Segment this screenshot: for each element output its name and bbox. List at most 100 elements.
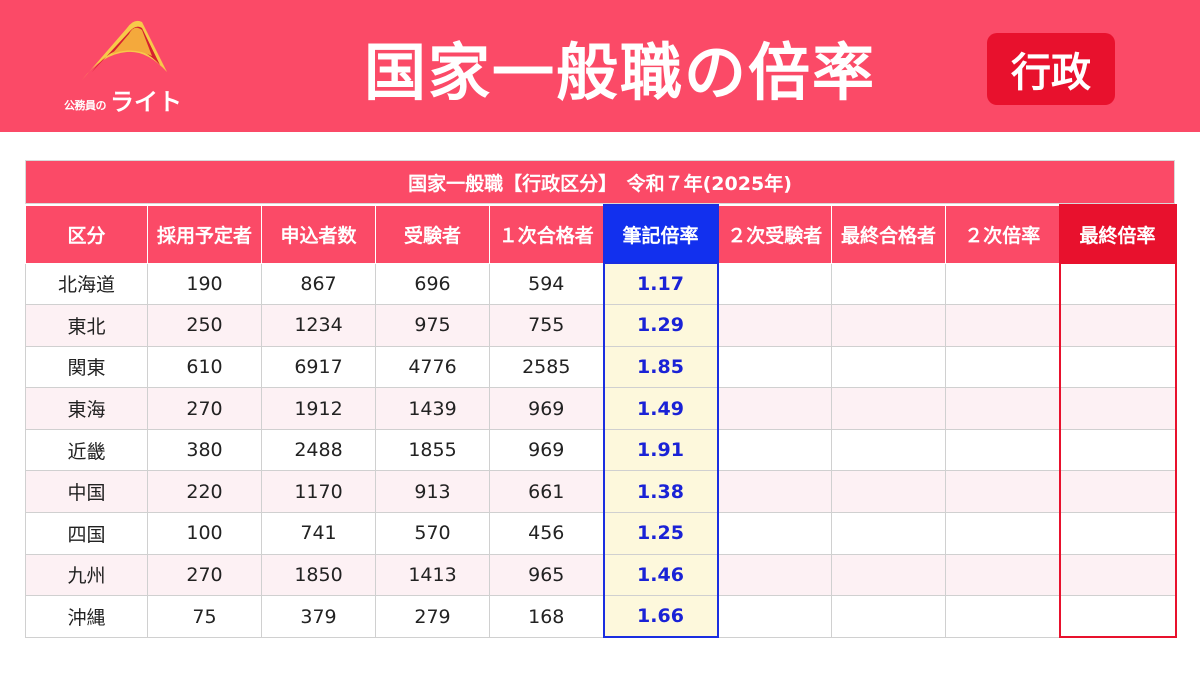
region-cell: 関東 — [25, 345, 148, 389]
region-cell: 九州 — [25, 553, 148, 597]
examinees-cell: 696 — [375, 262, 490, 306]
examinees-cell: 570 — [375, 512, 490, 555]
applicants-cell: 2488 — [261, 428, 376, 472]
final-ratio-cell — [1058, 262, 1177, 306]
region-cell: 沖縄 — [25, 595, 148, 638]
applicants-cell: 1912 — [261, 387, 376, 430]
examinees-cell: 913 — [375, 470, 490, 514]
written-ratio-cell: 1.49 — [602, 387, 719, 430]
region-cell: 近畿 — [25, 428, 148, 472]
written-ratio-cell: 1.25 — [602, 512, 719, 555]
examinees-cell: 1439 — [375, 387, 490, 430]
examinees-cell: 279 — [375, 595, 490, 638]
table-row: 中国 220 1170 913 661 1.38 — [25, 470, 1177, 514]
region-cell: 四国 — [25, 512, 148, 555]
final-pass-cell — [831, 470, 946, 514]
applicants-cell: 1850 — [261, 553, 376, 597]
logo-brand-text: ライト — [110, 88, 182, 116]
second-exam-cell — [717, 387, 832, 430]
examinees-cell: 975 — [375, 304, 490, 347]
second-exam-cell — [717, 345, 832, 389]
column-header-written-ratio: 筆記倍率 — [602, 204, 719, 264]
column-header-final-ratio: 最終倍率 — [1058, 204, 1177, 264]
planned-cell: 75 — [147, 595, 262, 638]
second-exam-cell — [717, 553, 832, 597]
planned-cell: 100 — [147, 512, 262, 555]
second-exam-cell — [717, 428, 832, 472]
applicants-cell: 867 — [261, 262, 376, 306]
header-bar: 公務員の ライト 国家一般職の倍率 行政 — [0, 0, 1200, 132]
final-ratio-cell — [1058, 304, 1177, 347]
planned-cell: 250 — [147, 304, 262, 347]
final-pass-cell — [831, 387, 946, 430]
second-exam-cell — [717, 595, 832, 638]
table-row: 九州 270 1850 1413 965 1.46 — [25, 553, 1177, 597]
second-ratio-cell — [945, 304, 1060, 347]
second-ratio-cell — [945, 262, 1060, 306]
ratio-table: 国家一般職【行政区分】 令和７年(2025年) 区分 採用予定者 申込者数 受験… — [25, 160, 1177, 639]
first-pass-cell: 969 — [489, 387, 604, 430]
second-exam-cell — [717, 512, 832, 555]
logo-text: 公務員の ライト — [64, 90, 182, 114]
written-ratio-cell: 1.38 — [602, 470, 719, 514]
data-table: 区分 採用予定者 申込者数 受験者 １次合格者 筆記倍率 ２次受験者 最終合格者… — [25, 204, 1177, 639]
logo-small-text: 公務員の — [64, 99, 107, 112]
applicants-cell: 1170 — [261, 470, 376, 514]
page-title: 国家一般職の倍率 — [363, 36, 876, 109]
final-ratio-cell — [1058, 387, 1177, 430]
final-pass-cell — [831, 553, 946, 597]
table-row: 北海道 190 867 696 594 1.17 — [25, 262, 1177, 306]
second-exam-cell — [717, 262, 832, 306]
written-ratio-cell: 1.85 — [602, 345, 719, 389]
column-header: 最終合格者 — [831, 204, 946, 264]
final-pass-cell — [831, 512, 946, 555]
second-ratio-cell — [945, 428, 1060, 472]
planned-cell: 270 — [147, 553, 262, 597]
second-ratio-cell — [945, 470, 1060, 514]
category-badge: 行政 — [987, 33, 1115, 105]
final-ratio-cell — [1058, 428, 1177, 472]
table-row: 近畿 380 2488 1855 969 1.91 — [25, 428, 1177, 472]
region-cell: 北海道 — [25, 262, 148, 306]
column-header: ２次受験者 — [717, 204, 832, 264]
first-pass-cell: 594 — [489, 262, 604, 306]
second-exam-cell — [717, 470, 832, 514]
column-header: １次合格者 — [489, 204, 604, 264]
first-pass-cell: 969 — [489, 428, 604, 472]
second-ratio-cell — [945, 512, 1060, 555]
final-pass-cell — [831, 595, 946, 638]
final-ratio-cell — [1058, 512, 1177, 555]
planned-cell: 220 — [147, 470, 262, 514]
logo: 公務員の ライト — [62, 10, 212, 120]
final-pass-cell — [831, 428, 946, 472]
column-header: 区分 — [25, 204, 148, 264]
examinees-cell: 4776 — [375, 345, 490, 389]
final-ratio-cell — [1058, 595, 1177, 639]
planned-cell: 610 — [147, 345, 262, 389]
first-pass-cell: 456 — [489, 512, 604, 555]
table-row: 四国 100 741 570 456 1.25 — [25, 512, 1177, 555]
applicants-cell: 379 — [261, 595, 376, 638]
column-header: 採用予定者 — [147, 204, 262, 264]
planned-cell: 270 — [147, 387, 262, 430]
written-ratio-cell: 1.66 — [602, 595, 719, 639]
final-pass-cell — [831, 304, 946, 347]
second-ratio-cell — [945, 387, 1060, 430]
final-pass-cell — [831, 345, 946, 389]
region-cell: 東北 — [25, 304, 148, 347]
first-pass-cell: 168 — [489, 595, 604, 638]
final-ratio-cell — [1058, 553, 1177, 597]
table-row: 関東 610 6917 4776 2585 1.85 — [25, 345, 1177, 389]
column-header: 申込者数 — [261, 204, 376, 264]
logo-mark-icon — [82, 20, 167, 80]
table-caption: 国家一般職【行政区分】 令和７年(2025年) — [25, 160, 1175, 204]
final-pass-cell — [831, 262, 946, 306]
planned-cell: 380 — [147, 428, 262, 472]
first-pass-cell: 965 — [489, 553, 604, 597]
region-cell: 東海 — [25, 387, 148, 430]
applicants-cell: 1234 — [261, 304, 376, 347]
column-header: ２次倍率 — [945, 204, 1060, 264]
written-ratio-cell: 1.17 — [602, 262, 719, 306]
table-row: 東北 250 1234 975 755 1.29 — [25, 304, 1177, 347]
written-ratio-cell: 1.91 — [602, 428, 719, 472]
